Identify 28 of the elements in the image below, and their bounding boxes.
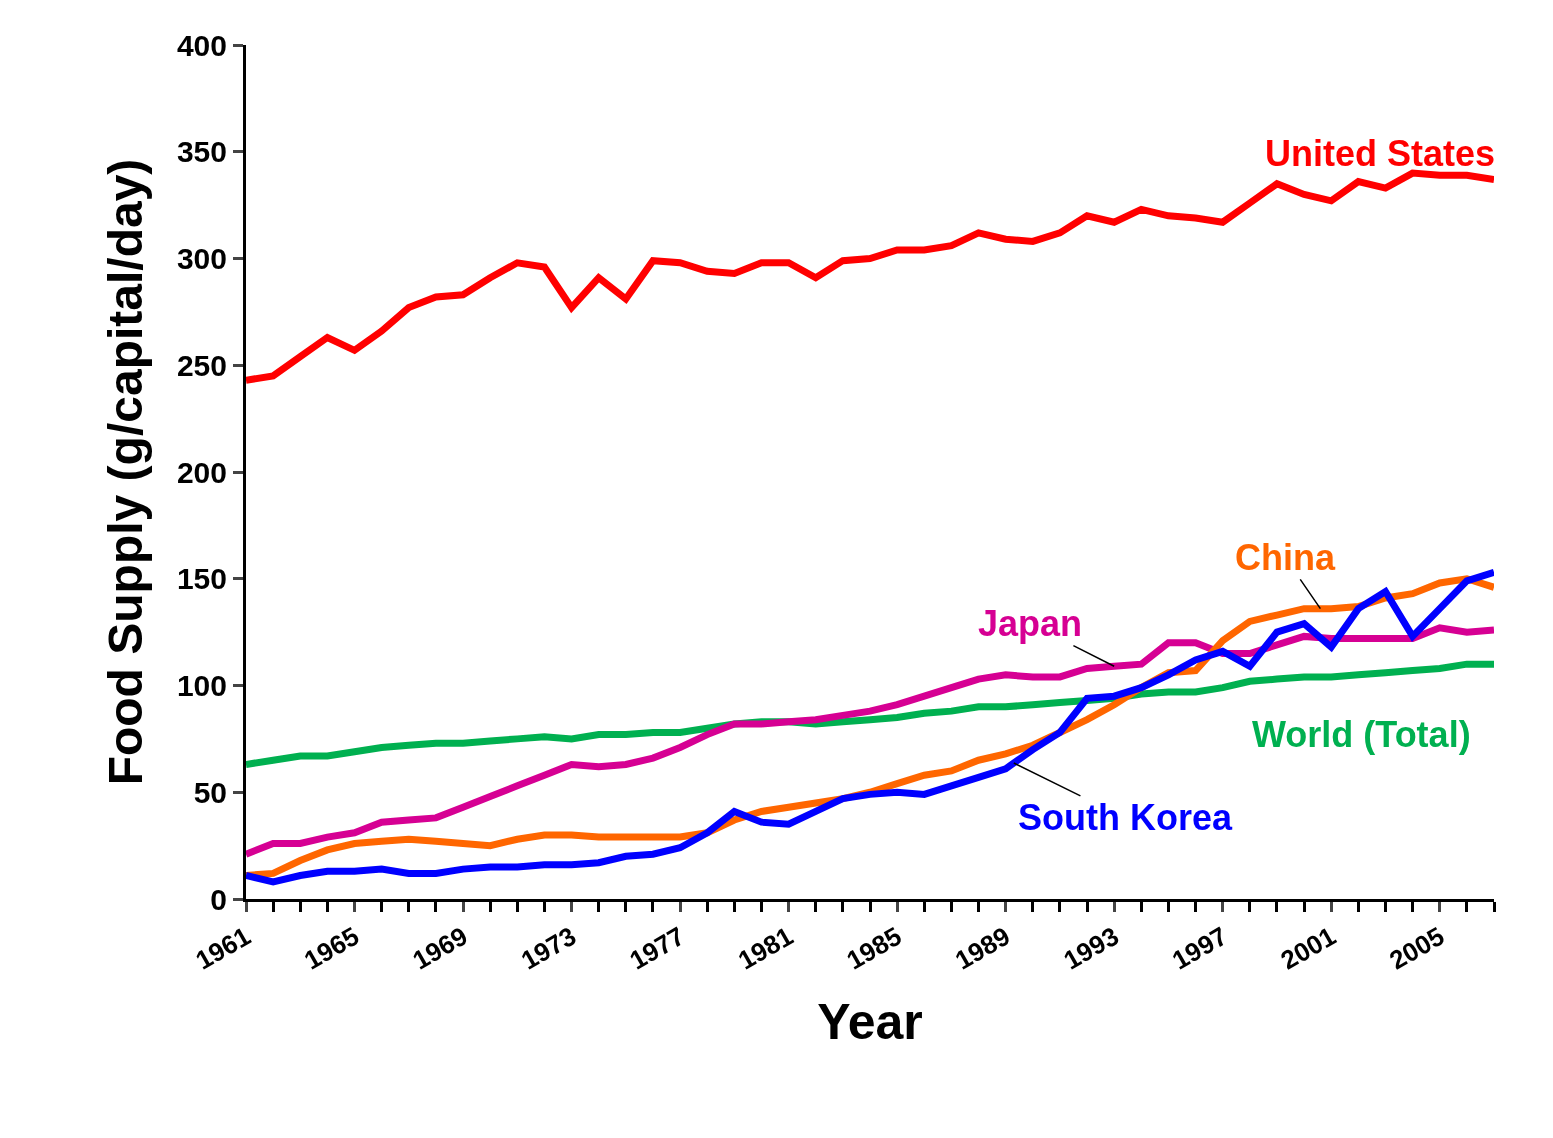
x-tick-label: 1965 — [298, 920, 365, 976]
y-tick-label: 300 — [176, 242, 227, 275]
series-label: China — [1235, 537, 1336, 578]
x-tick-label: 1973 — [515, 920, 582, 976]
x-tick-label: 1977 — [624, 920, 690, 976]
x-axis-title: Year — [817, 994, 923, 1051]
x-tick-label: 1981 — [733, 920, 799, 976]
x-tick-label: 1993 — [1058, 920, 1124, 976]
x-tick-label: 1985 — [841, 920, 907, 976]
x-tick-label: 2001 — [1275, 920, 1341, 976]
y-tick-label: 350 — [176, 135, 227, 169]
x-tick-label: 1997 — [1167, 920, 1233, 976]
series-label: World (Total) — [1252, 714, 1471, 755]
x-tick-label: 1961 — [190, 920, 256, 976]
y-tick-label: 200 — [176, 455, 227, 489]
y-tick-label: 50 — [193, 775, 227, 809]
x-tick-label: 1969 — [407, 920, 473, 976]
y-tick-label: 150 — [176, 562, 227, 596]
series-label: South Korea — [1018, 797, 1233, 838]
series-label: Japan — [978, 603, 1083, 644]
y-tick-label: 100 — [176, 669, 227, 702]
y-axis-title: Food Supply (g/capital/day) — [98, 158, 152, 786]
x-tick-label: 1989 — [950, 920, 1016, 976]
y-tick-label: 250 — [176, 348, 227, 382]
series-label: United States — [1265, 133, 1496, 174]
y-tick-label: 400 — [176, 28, 227, 62]
x-tick-label: 2005 — [1384, 920, 1450, 976]
y-tick-label: 0 — [210, 882, 227, 916]
